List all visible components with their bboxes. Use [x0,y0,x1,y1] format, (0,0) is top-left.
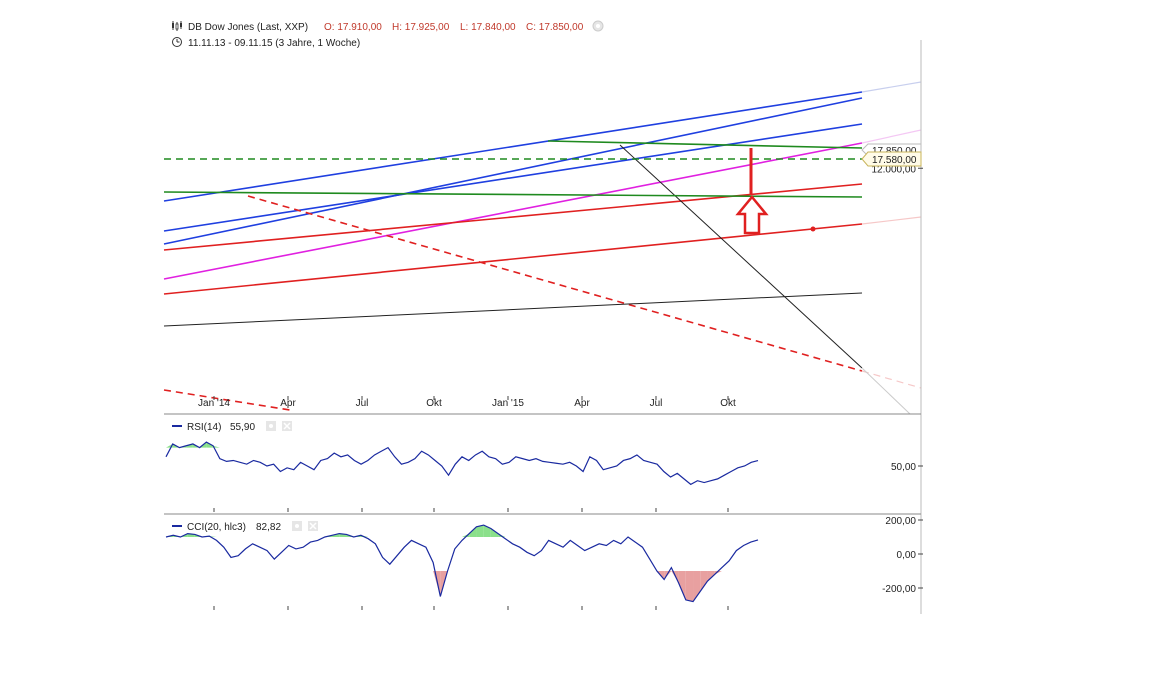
rsi-line [165,441,759,486]
cci-oversold-fill [714,571,722,575]
rsi-value: 55,90 [230,422,255,433]
rsi-y-axis: 50,00 [891,462,923,473]
blue-trendline-ext [861,81,922,93]
cci-overbought-fill [476,525,484,537]
svg-text:17.580,00: 17.580,00 [872,155,917,166]
cci-y-tick-label: 0,00 [897,550,917,561]
rsi-plot [165,441,759,486]
annotations [735,148,816,235]
cci-overbought-fill [469,526,477,537]
red-trendline-ext [861,216,922,225]
cci-oversold-fill [671,571,679,583]
chart-header: DB Dow Jones (Last, XXP) O: 17.910,00 H:… [172,20,604,49]
cci-overbought-fill [498,533,506,537]
price-pane [163,81,922,415]
cci-line [165,524,759,603]
y-tick-label: 12.000,00 [872,164,917,175]
x-tick-label: Jul [650,398,663,409]
cci-plot [165,524,759,603]
cci-y-tick-label: -200,00 [882,584,916,595]
green-trendline-upper [547,140,863,149]
price-y-axis: 22.000,0020.000,0016.000,0014.000,0012.0… [872,164,923,175]
rsi-overbought-fill [213,445,220,448]
close-icon[interactable] [308,521,318,531]
x-tick-label: Jan '15 [492,398,524,409]
red-dashed-ext [861,370,922,389]
cci-overbought-fill [462,533,470,537]
cci-name: CCI(20, hlc3) [187,522,246,533]
x-tick-label: Jul [356,398,369,409]
green-trendline-lower [163,191,863,198]
x-tick-label: Okt [426,398,442,409]
red-dot [810,226,816,232]
cci-oversold-fill [678,571,686,600]
blue-trendline-upper [163,91,863,202]
x-tick-label: Okt [720,398,736,409]
rsi-name: RSI(14) [187,422,221,433]
close-value: C: 17.850,00 [526,22,584,33]
blue-trendline-middle [163,123,863,232]
cci-pane: CCI(20, hlc3) 82,82 200,00 0,00 -200,00 [165,516,923,603]
cci-y-tick-label: 200,00 [885,516,916,527]
cci-y-axis: 200,00 0,00 -200,00 [882,516,923,595]
cci-value: 82,82 [256,522,281,533]
rsi-pane: RSI(14) 55,90 50,00 [165,421,923,486]
red-dashed-trendline [247,195,863,372]
cci-legend: CCI(20, hlc3) 82,82 [172,521,318,533]
rsi-legend: RSI(14) 55,90 [172,421,292,433]
settings-icon[interactable] [592,20,604,32]
magenta-trendline-ext [861,129,922,144]
close-icon[interactable] [282,421,292,431]
cci-overbought-fill [490,528,499,537]
black-trendline-long [163,292,863,327]
open-value: O: 17.910,00 [324,22,382,33]
settings-icon[interactable] [266,421,276,431]
low-value: L: 17.840,00 [460,22,516,33]
instrument-title: DB Dow Jones (Last, XXP) [188,22,308,33]
x-axis: Jan '14 Apr Jul Okt Jan '15 Apr Jul Okt [198,396,736,512]
rsi-y-tick-label: 50,00 [891,462,916,473]
magenta-trendline [163,142,863,280]
settings-icon[interactable] [292,521,302,531]
date-range: 11.11.13 - 09.11.15 (3 Jahre, 1 Woche) [188,38,360,49]
cci-oversold-fill [707,571,715,582]
red-dashed-trendline-short [163,389,291,411]
x-tick-label: Jan '14 [198,398,230,409]
trendlines [163,81,922,415]
x-tick-label: Apr [574,398,590,409]
cci-oversold-fill [685,571,694,602]
red-trendline-upper [163,183,863,251]
black-trendline-down [619,144,863,369]
candlestick-icon [172,21,182,31]
high-value: H: 17.925,00 [392,22,450,33]
blue-trendline-lower [163,97,863,245]
x-tick-label: Apr [280,398,296,409]
cci-x-ticks [213,606,729,610]
current-price-label: 17.580,00 [861,151,922,167]
up-arrow-icon [735,195,769,235]
black-trendline-ext [861,367,911,415]
cci-oversold-fill [700,571,708,592]
red-trendline-lower [163,223,863,295]
clock-icon [172,37,182,47]
